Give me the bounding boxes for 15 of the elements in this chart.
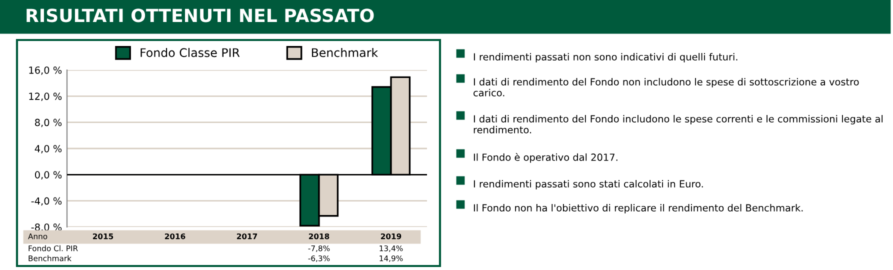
legend-label: Benchmark bbox=[312, 48, 378, 58]
y-tick-label: 4,0 % bbox=[34, 144, 62, 154]
text: I dati di rendimento del Fondo includono le spese correnti e le commissioni legate al rendimento. bbox=[474, 115, 883, 134]
y-tick-label: 8,0 % bbox=[35, 118, 62, 128]
text: I rendimenti passati non sono indicativi di quelli futuri. bbox=[474, 53, 738, 62]
y-tick-label: -4,0 % bbox=[31, 197, 62, 206]
legend-label: Fondo Classe PIR bbox=[140, 48, 240, 58]
text: Il Fondo non ha l'obiettivo di replicare il rendimento del Benchmark. bbox=[474, 204, 803, 214]
y-tick-label: 12,0 % bbox=[29, 92, 62, 101]
text: Il Fondo è operativo dal 2017. bbox=[474, 153, 618, 163]
y-tick-label: 0,0 % bbox=[34, 171, 62, 180]
chart-title: RISULTATI OTTENUTI NEL PASSATO bbox=[26, 8, 374, 22]
text: I dati di rendimento del Fondo non includono le spese di sottoscrizione a vostro carico. bbox=[474, 78, 859, 96]
y-tick-label: 16,0 % bbox=[29, 66, 62, 75]
text: I rendimenti passati sono stati calcolati in Euro. bbox=[474, 180, 703, 190]
